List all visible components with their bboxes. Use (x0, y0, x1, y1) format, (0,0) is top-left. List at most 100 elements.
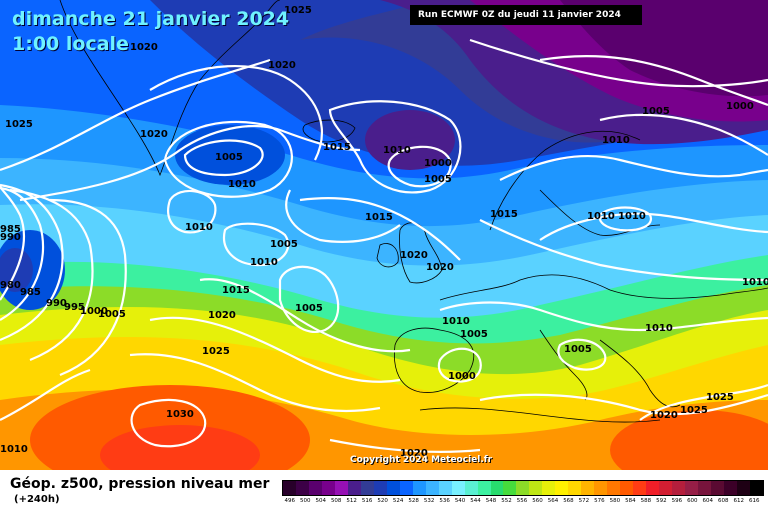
pressure-label: 1020 (426, 262, 454, 273)
map-title: Géop. z500, pression niveau mer (10, 476, 270, 492)
legend-swatch (516, 481, 530, 495)
legend-tick-label: 532 (423, 498, 435, 504)
isobar (598, 206, 653, 232)
legend-tick-label: 600 (687, 498, 698, 504)
isobar (0, 368, 91, 421)
legend-swatch (607, 481, 621, 495)
model-run-label: Run ECMWF 0Z du jeudi 11 janvier 2024 (410, 5, 642, 25)
forecast-lead-time: (+240h) (14, 494, 60, 505)
isobar (167, 189, 217, 234)
isobar (539, 212, 768, 241)
forecast-date: dimanche 21 janvier 2024 (12, 8, 290, 30)
legend-tick-label: 560 (532, 498, 543, 504)
legend-swatch (399, 481, 413, 495)
pressure-label: 990 (0, 232, 21, 243)
isobar (499, 154, 768, 181)
pressure-label: 1010 (742, 277, 768, 288)
weather-map: 1025 1020 1020 1025 1020 1005 1010 1015 … (0, 0, 768, 470)
pressure-label: 995 (64, 302, 85, 313)
legend-swatch (373, 481, 387, 495)
legend-swatch (698, 481, 711, 495)
isobar (0, 58, 271, 172)
pressure-label: 990 (46, 298, 67, 309)
color-scale-labels: 496 500 504 508 512 516 520 524 528 532 536 540 544 5… (282, 498, 762, 508)
isobar (149, 316, 401, 383)
balkans-coast (599, 339, 681, 408)
legend-tick-label: 540 (454, 498, 466, 504)
legend-swatch (347, 481, 361, 495)
isobar (130, 398, 207, 448)
legend-swatch (685, 481, 698, 495)
legend-tick-label: 556 (516, 498, 528, 504)
isobar (479, 393, 768, 416)
isobar (479, 219, 768, 282)
pressure-label: 1000 (448, 371, 476, 382)
legend-tick-label: 568 (563, 498, 574, 504)
pressure-label: 1005 (564, 344, 592, 355)
isobar (437, 347, 482, 383)
ireland-coast (376, 243, 399, 268)
legend-swatch (568, 481, 582, 495)
pressure-label: 1020 (268, 60, 296, 71)
pressure-label: 1010 (645, 323, 673, 334)
europe-coast (439, 274, 768, 301)
legend-swatch (295, 481, 309, 495)
legend-tick-label: 612 (733, 498, 745, 504)
legend-tick-label: 548 (485, 498, 497, 504)
legend-swatch (723, 481, 737, 495)
legend-swatch (425, 481, 439, 495)
pressure-label: 1010 (602, 135, 630, 146)
legend-tick-label: 616 (749, 498, 760, 504)
legend-tick-label: 512 (346, 498, 357, 504)
legend-swatch (503, 481, 517, 495)
pressure-label: 1020 (140, 129, 168, 140)
legend-swatch (594, 481, 608, 495)
pressure-label: 1010 (228, 179, 256, 190)
legend-swatch (334, 481, 348, 495)
isobar (149, 64, 323, 161)
pressure-label: 985 (0, 224, 21, 235)
pressure-label: 1025 (5, 119, 33, 130)
pressure-label: 1005 (215, 152, 243, 163)
pressure-label: 1020 (400, 250, 428, 261)
pressure-label: 1010 (442, 316, 470, 327)
isobar (0, 186, 45, 321)
pressure-label: 1010 (0, 444, 28, 455)
z500-low-iceland (175, 125, 285, 185)
pressure-label: 1015 (323, 142, 351, 153)
pressure-label: 1020 (130, 42, 158, 53)
isobar (328, 100, 462, 194)
legend-swatch (659, 481, 673, 495)
z500-warm-med (610, 410, 768, 470)
pressure-label: 1000 (424, 158, 452, 169)
pressure-label: 1020 (208, 310, 236, 321)
legend-swatch (360, 481, 374, 495)
isobar (329, 438, 481, 454)
pressure-label: 980 (0, 280, 21, 291)
forecast-time: 1:00 locale (12, 33, 129, 55)
legend-tick-label: 564 (547, 498, 559, 504)
legend-swatch (555, 481, 569, 495)
legend-swatch (451, 481, 465, 495)
pressure-label: 1000 (80, 306, 108, 317)
isobar (0, 183, 64, 342)
z500-low-north-sea (365, 110, 455, 170)
iberia-coast (394, 327, 475, 393)
pressure-label: 1010 (250, 257, 278, 268)
legend-tick-label: 520 (377, 498, 388, 504)
isobar (639, 383, 768, 421)
pressure-label: 1015 (365, 212, 393, 223)
isobar (599, 113, 768, 156)
pressure-label: 1005 (270, 239, 298, 250)
legend-tick-label: 604 (702, 498, 714, 504)
legend-tick-label: 544 (470, 498, 481, 504)
legend-tick-label: 608 (718, 498, 729, 504)
legend-tick-label: 500 (299, 498, 311, 504)
legend-tick-label: 572 (578, 498, 590, 504)
legend-swatch (529, 481, 543, 495)
pressure-label: 1020 (650, 410, 678, 421)
legend-swatch (646, 481, 660, 495)
isobar (9, 188, 94, 362)
legend-tick-label: 576 (594, 498, 605, 504)
pressure-label: 1005 (424, 174, 452, 185)
